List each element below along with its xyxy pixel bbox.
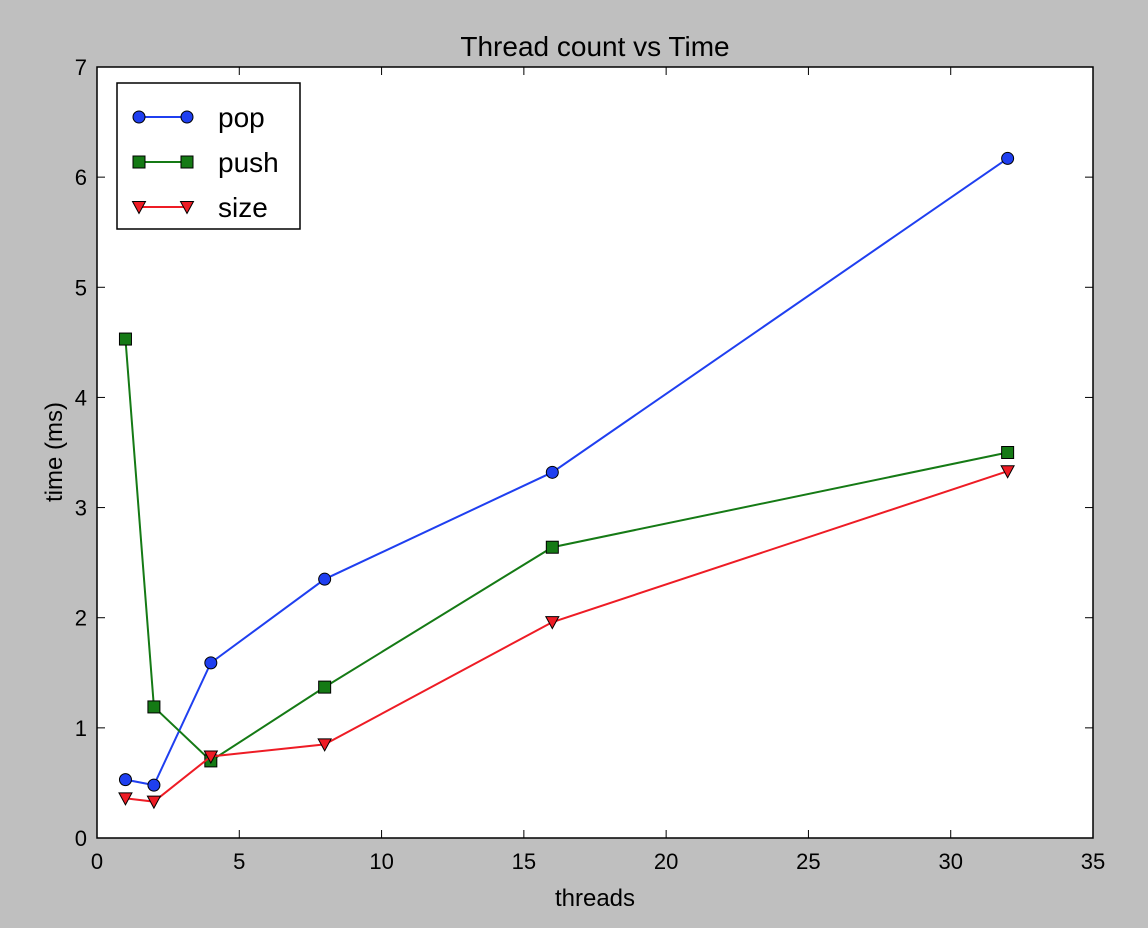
x-tick-label: 15 [512, 849, 536, 874]
legend-marker [180, 155, 194, 169]
series-layer [118, 151, 1015, 810]
data-point-size [203, 750, 219, 765]
series-line-push [124, 338, 1008, 763]
legend: pop push size [116, 82, 301, 230]
y-tick-label: 0 [75, 826, 87, 851]
x-tick-label: 20 [654, 849, 678, 874]
legend-marker [131, 201, 147, 215]
data-point-size [544, 616, 560, 630]
x-tick-label: 35 [1081, 849, 1105, 874]
legend-marker [179, 201, 195, 215]
data-point-pop [318, 572, 332, 586]
data-point-size [317, 738, 332, 752]
legend-marker [132, 110, 146, 124]
y-tick-label: 6 [75, 165, 87, 190]
data-point-push [545, 540, 559, 554]
data-point-push [118, 332, 132, 346]
data-point-size [118, 792, 133, 806]
data-point-push [1001, 446, 1015, 459]
legend-marker [132, 155, 146, 169]
legend-label: push [218, 147, 279, 178]
data-point-pop [1001, 151, 1015, 165]
y-tick-label: 7 [75, 55, 87, 80]
y-axis-label: time (ms) [41, 402, 68, 502]
data-point-push [147, 700, 161, 714]
chart-title: Thread count vs Time [460, 31, 729, 62]
x-tick-label: 0 [91, 849, 103, 874]
x-axis-label: threads [555, 885, 635, 912]
y-tick-label: 5 [75, 275, 87, 300]
data-point-push [318, 680, 332, 694]
data-point-pop [118, 773, 132, 787]
legend-item-size: size [131, 192, 268, 223]
legend-item-pop: pop [132, 102, 265, 133]
legend-box [116, 82, 301, 230]
series-size [118, 465, 1015, 810]
legend-label: size [218, 192, 268, 223]
x-tick-label: 25 [796, 849, 820, 874]
x-tick-label: 10 [369, 849, 393, 874]
series-push [118, 332, 1015, 768]
legend-label: pop [218, 102, 265, 133]
y-tick-label: 2 [75, 606, 87, 631]
data-point-pop [545, 465, 559, 479]
data-point-pop [204, 656, 218, 670]
y-tick-label: 4 [75, 385, 87, 410]
data-point-pop [147, 778, 161, 792]
series-line-size [125, 470, 1008, 803]
x-tick-label: 5 [233, 849, 245, 874]
data-point-size [1000, 465, 1015, 479]
x-tick-label: 30 [938, 849, 962, 874]
axis-ticks: 0 5 10 15 20 25 30 35 0 1 2 3 4 5 6 7 [75, 55, 1105, 874]
legend-marker [180, 110, 194, 124]
series-pop [118, 151, 1015, 792]
data-point-size [146, 795, 162, 810]
legend-item-push: push [132, 147, 279, 178]
y-tick-label: 1 [75, 716, 87, 741]
y-tick-label: 3 [75, 496, 87, 521]
